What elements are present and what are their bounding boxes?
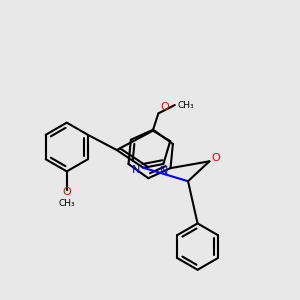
Text: O: O (160, 102, 169, 112)
Text: N: N (132, 165, 140, 175)
Text: O: O (212, 153, 220, 163)
Text: CH₃: CH₃ (177, 100, 194, 109)
Text: O: O (62, 187, 71, 197)
Text: CH₃: CH₃ (58, 199, 75, 208)
Text: N: N (160, 166, 169, 176)
